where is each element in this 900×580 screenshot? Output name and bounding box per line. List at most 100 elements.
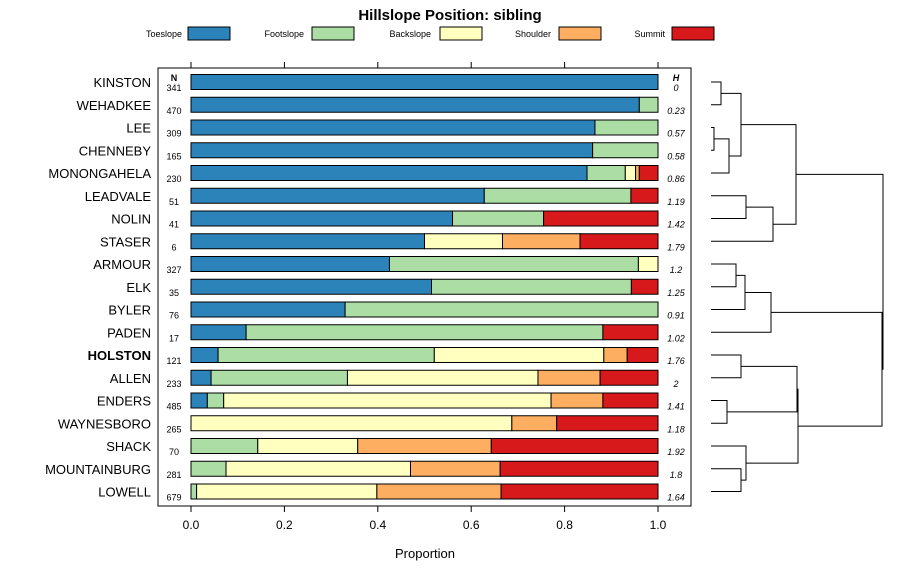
- bar-segment-toeslope: [190, 210, 454, 227]
- bar-segment-backslope: [637, 256, 659, 272]
- row-n-value: 35: [169, 288, 179, 298]
- row-n-value: 485: [166, 402, 181, 412]
- row-h-value: 1.64: [667, 493, 685, 503]
- row-label: NOLIN: [111, 212, 151, 227]
- bar-segment-backslope: [225, 460, 411, 477]
- row-h-value: 1.19: [667, 197, 685, 207]
- bar-segment-shoulder: [635, 165, 640, 181]
- legend-label-shoulder: Shoulder: [515, 29, 551, 39]
- row-n-value: 70: [169, 447, 179, 457]
- row-h-value: 1.41: [667, 402, 685, 412]
- bar-segment-footslope: [344, 301, 659, 318]
- row-n-value: 679: [166, 493, 181, 503]
- bar-segment-footslope: [190, 438, 259, 454]
- row-label: ENDERS: [97, 394, 152, 409]
- bar-segment-footslope: [452, 210, 545, 227]
- legend-label-backslope: Backslope: [389, 29, 431, 39]
- bar-segment-backslope: [196, 483, 378, 500]
- bar-segment-summit: [490, 438, 659, 454]
- bar-segment-footslope: [431, 278, 632, 295]
- row-allen: ALLEN 233 2: [110, 369, 679, 389]
- bar-segment-summit: [630, 278, 659, 295]
- row-n-value: 51: [169, 197, 179, 207]
- row-n-value: 309: [166, 129, 181, 139]
- row-paden: PADEN 17 1.02: [107, 324, 685, 343]
- bar-segment-footslope: [210, 369, 348, 386]
- row-shack: SHACK 70 1.92: [106, 438, 685, 457]
- row-chenneby: CHENNEBY 165 0.58: [79, 142, 685, 161]
- row-byler: BYLER 76 0.91: [108, 301, 685, 321]
- row-label: CHENNEBY: [79, 143, 152, 158]
- plot-frame: [157, 67, 692, 507]
- row-n-value: 230: [166, 174, 181, 184]
- bar-segment-backslope: [257, 438, 359, 454]
- row-h-value: 0.23: [667, 106, 685, 116]
- row-h-value: 0.91: [667, 311, 685, 321]
- bar-segment-backslope: [433, 347, 605, 363]
- bar-segment-toeslope: [190, 347, 219, 363]
- bar-segment-footslope: [594, 119, 659, 136]
- bar-segment-toeslope: [190, 324, 247, 341]
- bar-segment-footslope: [388, 256, 639, 272]
- dendro-link: [711, 127, 715, 151]
- dendro-root-link: [796, 173, 884, 370]
- row-label: LOWELL: [98, 485, 151, 500]
- dendro-link: [711, 81, 722, 106]
- bar-segment-toeslope: [190, 96, 640, 113]
- row-n-value: 265: [166, 424, 181, 434]
- row-elk: ELK 35 1.25: [126, 278, 686, 298]
- x-tick-label: 0.0: [183, 518, 200, 532]
- bar-segment-backslope: [624, 165, 637, 181]
- bar-segment-summit: [579, 233, 659, 250]
- h-column-header: H: [673, 73, 680, 83]
- row-label: LEE: [126, 121, 151, 136]
- row-label: MONONGAHELA: [48, 166, 151, 181]
- bar-segment-summit: [499, 460, 659, 477]
- row-h-value: 1.76: [667, 356, 685, 366]
- bar-segment-shoulder: [550, 392, 604, 409]
- row-n-value: 121: [166, 356, 181, 366]
- bar-segment-toeslope: [190, 369, 212, 386]
- bar-segment-shoulder: [501, 233, 581, 250]
- x-tick-label: 0.2: [276, 518, 293, 532]
- bar-segment-shoulder: [376, 483, 502, 500]
- row-h-value: 0.58: [667, 151, 685, 161]
- legend: Toeslope Footslope Backslope Shoulder Summit: [146, 26, 715, 41]
- bar-segment-backslope: [346, 369, 539, 386]
- bar-segment-toeslope: [190, 256, 390, 272]
- row-n-value: 76: [169, 311, 179, 321]
- bar-segment-footslope: [638, 96, 659, 113]
- bar-segment-toeslope: [190, 74, 659, 90]
- bar-segment-summit: [500, 483, 659, 500]
- bar-segment-shoulder: [511, 415, 558, 432]
- dendro-link: [711, 206, 774, 242]
- bar-segment-toeslope: [190, 187, 485, 204]
- bar-segment-footslope: [190, 460, 227, 477]
- row-h-value: 2: [672, 379, 678, 389]
- bar-segment-footslope: [592, 142, 659, 159]
- row-h-value: 0.86: [667, 174, 685, 184]
- row-staser: STASER 6 1.79: [100, 233, 685, 252]
- row-h-value: 0.57: [667, 129, 686, 139]
- row-h-value: 1.18: [667, 424, 685, 434]
- bar-rows: KINSTON 341 0 WEHADKEE 470 0.23 LEE 309 0.57 CHEN…: [45, 74, 686, 503]
- row-label: WAYNESBORO: [58, 416, 151, 431]
- bar-segment-shoulder: [409, 460, 501, 477]
- bar-segment-backslope: [424, 233, 503, 250]
- bar-segment-summit: [543, 210, 659, 227]
- legend-label-footslope: Footslope: [264, 29, 304, 39]
- row-h-value: 1.8: [670, 470, 683, 480]
- row-n-value: 233: [166, 379, 181, 389]
- row-h-value: 1.25: [667, 288, 686, 298]
- row-label: KINSTON: [93, 75, 151, 90]
- bar-segment-shoulder: [357, 438, 492, 454]
- dendro-link: [711, 291, 772, 333]
- bar-segment-summit: [626, 347, 659, 363]
- dendro-link: [727, 365, 798, 413]
- dendro-link: [711, 195, 747, 219]
- row-n-value: 6: [171, 242, 176, 252]
- bar-segment-toeslope: [190, 119, 596, 136]
- legend-swatch-shoulder: [558, 26, 602, 41]
- dendro-link: [711, 354, 742, 379]
- dendro-link: [746, 388, 799, 464]
